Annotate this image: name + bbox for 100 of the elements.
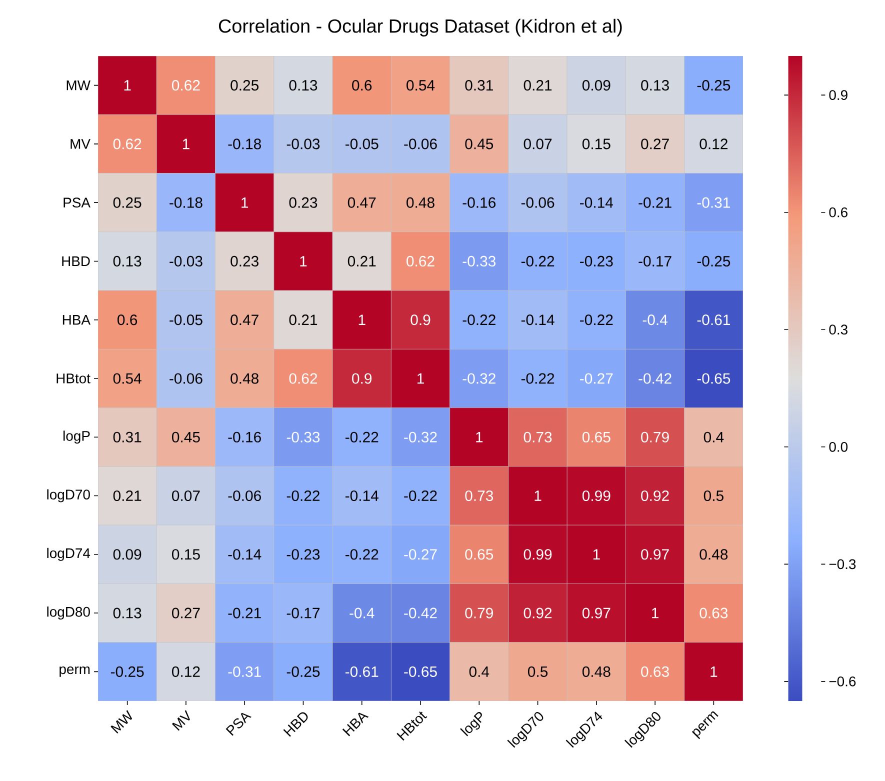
data-label: 0.15 — [582, 138, 610, 150]
data-label: -0.31 — [697, 197, 730, 208]
data-label: -0.03 — [286, 138, 320, 150]
data-label: 0.45 — [465, 138, 494, 150]
data-label: -0.25 — [697, 80, 730, 91]
data-label: -0.17 — [638, 256, 672, 267]
data-label: -0.14 — [580, 197, 614, 208]
color-bar-label: −0.6 — [829, 676, 856, 686]
data-label: -0.22 — [580, 314, 613, 326]
data-label: 0.79 — [641, 432, 669, 442]
data-label: 0.13 — [641, 80, 669, 91]
data-label: -0.16 — [228, 432, 261, 442]
data-label: -0.23 — [580, 256, 613, 267]
data-label: 0.62 — [289, 373, 318, 384]
data-label: 0.21 — [289, 314, 318, 326]
data-label: 1 — [242, 197, 248, 208]
data-label: -0.14 — [346, 490, 378, 502]
data-label: 0.92 — [641, 490, 669, 502]
y-tick-label: perm — [60, 666, 90, 677]
data-label: -0.42 — [404, 608, 437, 618]
data-label: -0.25 — [286, 666, 320, 677]
data-label: 0.99 — [582, 490, 610, 502]
data-label: 1 — [652, 608, 658, 618]
x-tick-label: MV — [172, 710, 190, 731]
data-label: -0.21 — [228, 608, 261, 618]
data-label: -0.05 — [170, 314, 202, 326]
y-tick-label: logD70 — [47, 489, 90, 502]
data-label: -0.27 — [580, 373, 613, 384]
data-label: -0.61 — [346, 666, 378, 677]
y-tick-label: HBA — [62, 315, 90, 325]
color-bar-label: 0.0 — [829, 442, 848, 452]
data-label: 0.13 — [113, 608, 142, 618]
data-label: 0.97 — [641, 549, 669, 560]
data-label: 1 — [534, 490, 542, 501]
data-label: -0.05 — [346, 138, 378, 150]
data-label: 0.07 — [524, 138, 552, 150]
data-label: 0.6 — [352, 80, 372, 91]
y-tick-label: logD80 — [47, 606, 90, 620]
x-tick-label: MW — [110, 710, 132, 734]
data-label: 0.31 — [113, 432, 142, 442]
data-label: -0.65 — [404, 666, 437, 677]
data-label: 0.97 — [582, 608, 610, 618]
data-label: 0.92 — [524, 608, 552, 618]
data-label: -0.06 — [170, 373, 202, 384]
data-label: -0.17 — [286, 608, 320, 618]
data-label: 0.12 — [172, 666, 200, 677]
y-tick-label: MV — [70, 139, 90, 149]
data-label: 0.13 — [289, 80, 318, 91]
data-label: -0.32 — [404, 432, 437, 442]
data-label: 0.63 — [641, 666, 669, 677]
data-label: 0.07 — [172, 490, 200, 502]
data-label: -0.33 — [462, 256, 496, 267]
y-tick-label: MW — [66, 80, 90, 90]
y-tick-label: HBD — [62, 256, 90, 266]
data-label: 0.62 — [113, 138, 142, 150]
data-label: -0.14 — [521, 314, 554, 326]
color-bar-label: 0.9 — [829, 90, 848, 100]
color-bar-label: −0.3 — [829, 559, 856, 570]
data-label: 0.63 — [700, 608, 728, 618]
color-bar-label: 0.6 — [829, 207, 848, 218]
data-label: 0.65 — [582, 432, 610, 442]
data-label: 0.21 — [348, 256, 376, 267]
data-label: -0.22 — [462, 314, 496, 326]
data-label: -0.22 — [286, 490, 320, 502]
data-label: -0.27 — [404, 549, 437, 560]
data-label: -0.25 — [697, 256, 730, 267]
data-label: 0.5 — [528, 666, 548, 677]
data-label: 1 — [300, 256, 307, 266]
data-label: 0.4 — [469, 666, 490, 677]
data-label: 0.27 — [641, 138, 669, 150]
data-label: 0.15 — [172, 549, 200, 560]
data-label: -0.42 — [638, 373, 672, 384]
data-label: -0.03 — [170, 256, 202, 267]
data-label: -0.22 — [346, 432, 378, 442]
y-tick-label: HBtot — [56, 374, 90, 384]
color-bar-label: 0.3 — [829, 324, 848, 335]
data-label: -0.16 — [462, 197, 496, 208]
data-label: 0.47 — [348, 197, 376, 208]
data-label: -0.22 — [521, 373, 554, 384]
data-label: 1 — [358, 314, 366, 325]
data-label: 0.73 — [524, 432, 552, 442]
y-tick-label: logP — [64, 430, 90, 444]
data-label: 0.25 — [230, 80, 259, 91]
data-label: 0.9 — [410, 314, 430, 326]
data-label: 0.62 — [172, 80, 200, 91]
data-label: -0.21 — [638, 197, 672, 208]
data-label: 0.54 — [406, 80, 435, 91]
data-label: 1 — [417, 373, 424, 384]
data-label: 0.48 — [406, 197, 434, 208]
data-label: 0.54 — [113, 373, 142, 384]
data-label: 0.62 — [406, 256, 434, 267]
data-label: 1 — [593, 549, 600, 560]
data-label: -0.23 — [286, 549, 320, 560]
data-label: -0.18 — [228, 138, 261, 150]
data-label: -0.31 — [228, 666, 261, 677]
data-label: 0.73 — [465, 490, 494, 502]
data-label: -0.06 — [521, 197, 554, 208]
data-label: 0.99 — [524, 549, 552, 560]
data-label: 0.45 — [172, 432, 200, 442]
data-label: -0.22 — [346, 549, 378, 560]
